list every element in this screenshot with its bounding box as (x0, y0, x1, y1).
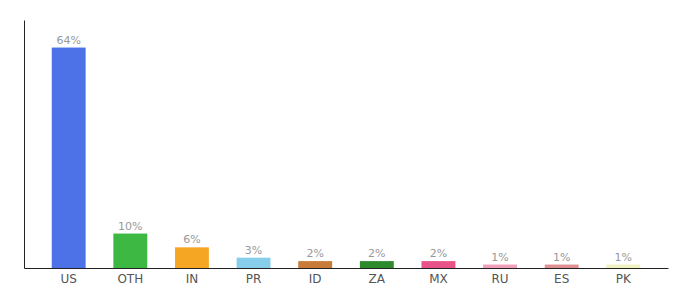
plot: US OTH IN PR ID ZA MX RU ES PK 64% 10% 6% 3% 2% 2% 2% 1% 1… (25, 21, 669, 286)
x-tick: MX (429, 272, 448, 286)
bar (360, 261, 394, 268)
x-tick-label: ES (554, 272, 569, 286)
bar (175, 247, 209, 268)
data-label: 1% (491, 251, 508, 264)
x-tick: OTH (117, 272, 143, 286)
y-axis-line (24, 21, 25, 269)
data-label: 2% (368, 247, 385, 260)
x-tick-label: PK (616, 272, 632, 286)
x-tick-label: ID (309, 272, 322, 286)
data-label: 1% (615, 251, 632, 264)
x-tick-label: OTH (117, 272, 143, 286)
bar (298, 261, 332, 268)
bar (52, 48, 86, 268)
x-tick: US (60, 272, 76, 286)
data-label: 1% (553, 251, 570, 264)
data-label: 2% (430, 247, 447, 260)
x-tick: ES (554, 272, 569, 286)
x-tick: PK (616, 272, 632, 286)
x-tick-label: ZA (369, 272, 386, 286)
bar (113, 234, 147, 268)
x-tick: ZA (369, 272, 386, 286)
data-label: 6% (183, 233, 200, 246)
bar (483, 265, 517, 268)
y-axis (24, 21, 25, 269)
x-tick: RU (492, 272, 509, 286)
chart: US OTH IN PR ID ZA MX RU ES PK 64% 10% 6% 3% 2% 2% 2% 1% 1… (0, 0, 680, 300)
data-label: 3% (245, 244, 262, 257)
bar (421, 261, 455, 268)
bar (237, 258, 271, 268)
x-tick-label: IN (186, 272, 199, 286)
x-tick-label: PR (246, 272, 262, 286)
x-tick: IN (186, 272, 199, 286)
x-tick-label: MX (429, 272, 448, 286)
data-labels: 64% 10% 6% 3% 2% 2% 2% 1% 1% 1% (56, 34, 632, 264)
x-axis: US OTH IN PR ID ZA MX RU ES PK (25, 269, 669, 286)
bar (606, 265, 640, 268)
bars (52, 48, 641, 268)
data-label: 10% (118, 220, 142, 233)
x-tick: ID (309, 272, 322, 286)
x-tick-label: RU (492, 272, 509, 286)
x-axis-line (25, 268, 669, 269)
data-label: 64% (56, 34, 80, 47)
bar (545, 265, 579, 268)
data-label: 2% (306, 247, 323, 260)
x-tick: PR (246, 272, 262, 286)
x-tick-label: US (60, 272, 76, 286)
